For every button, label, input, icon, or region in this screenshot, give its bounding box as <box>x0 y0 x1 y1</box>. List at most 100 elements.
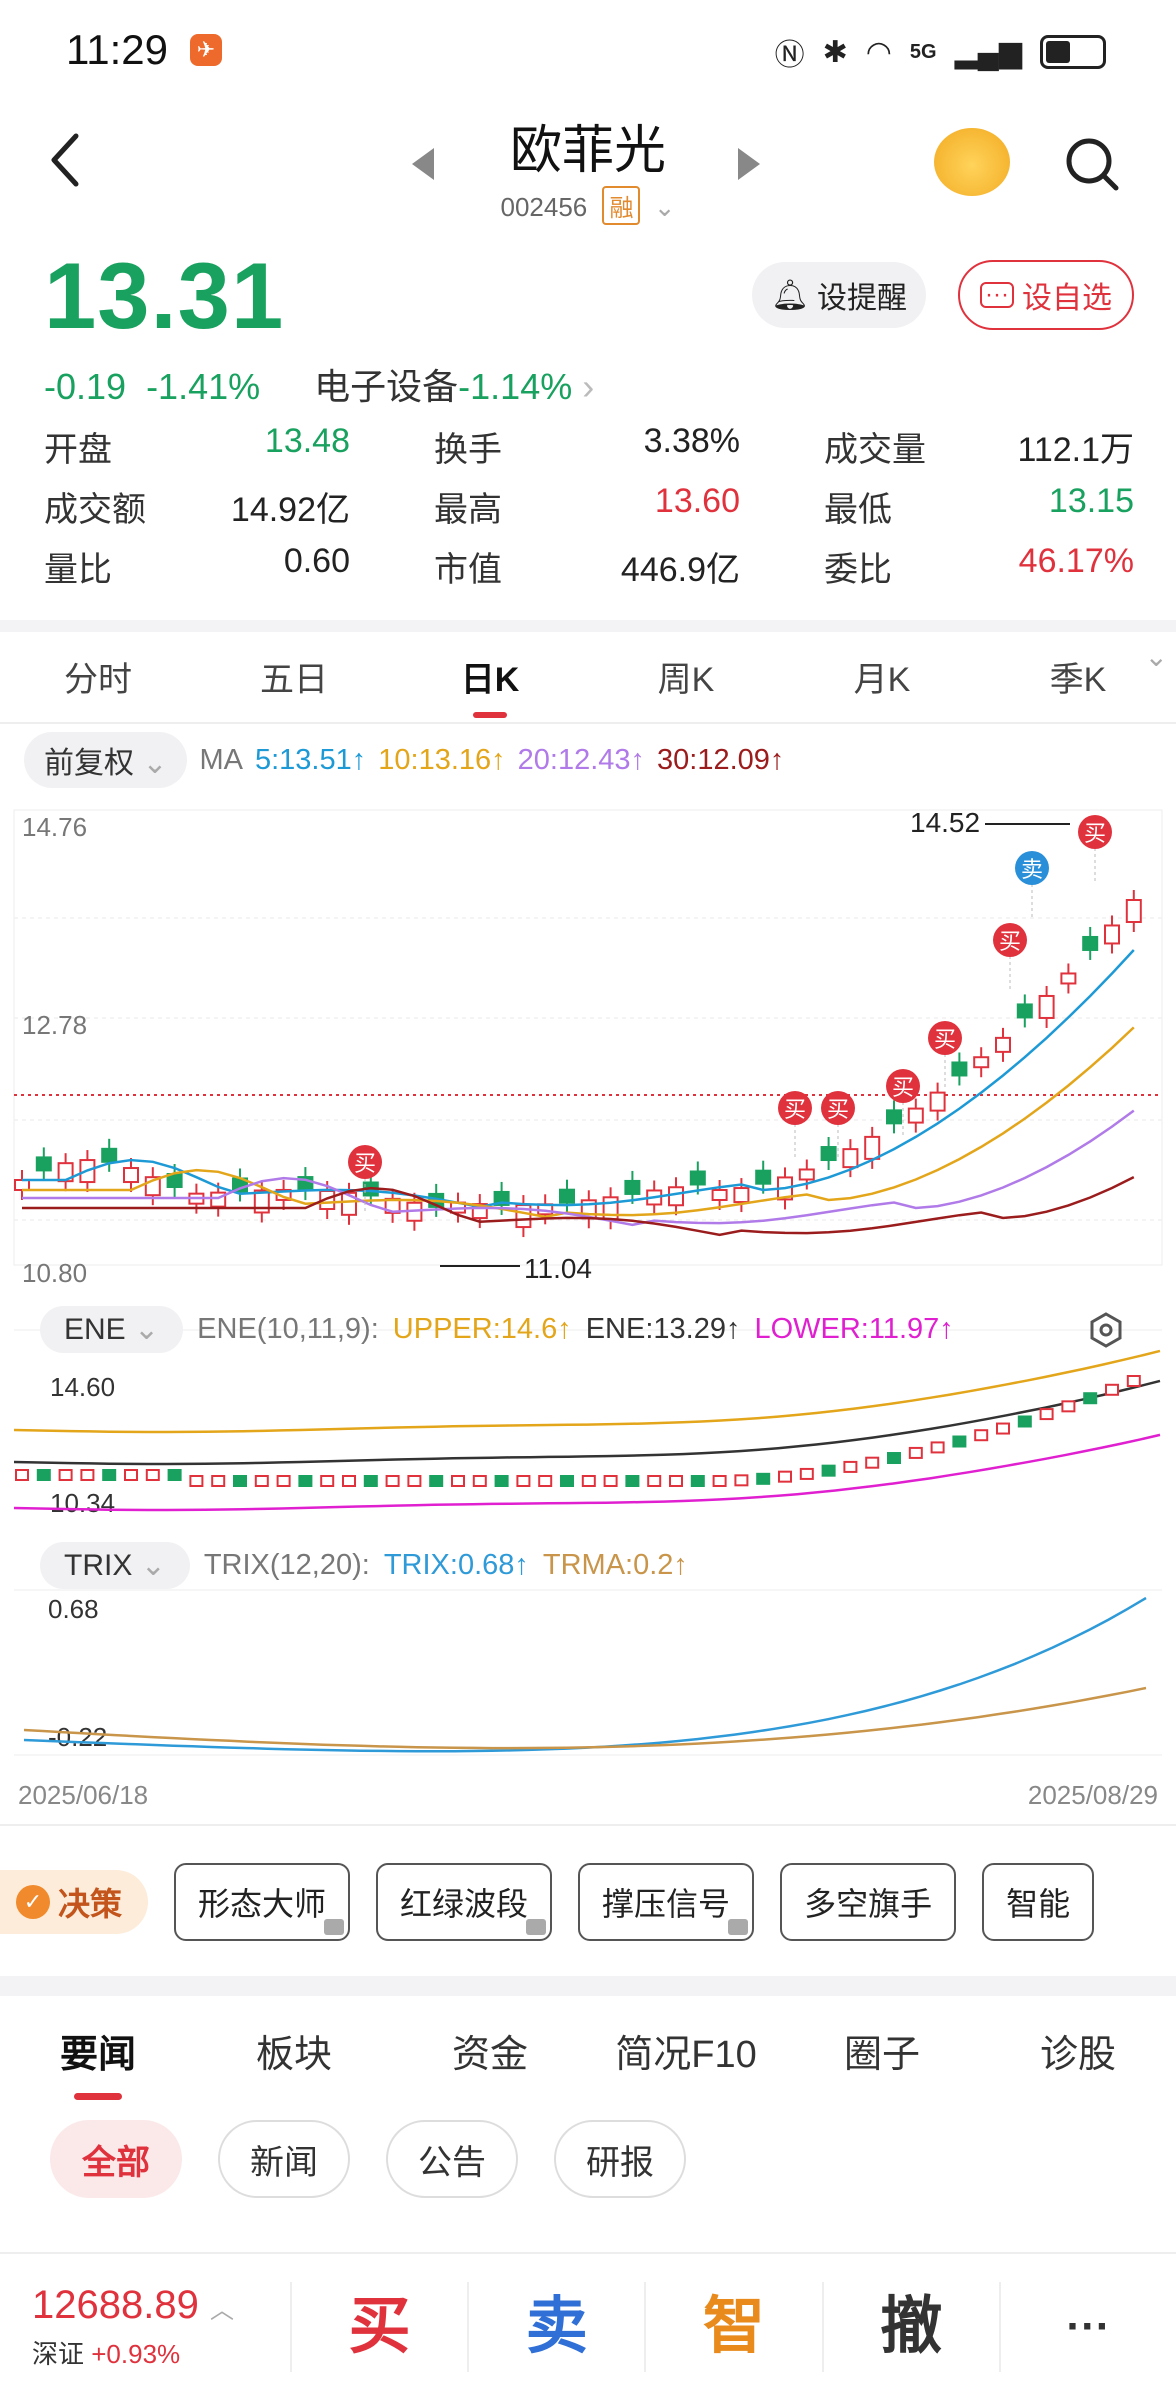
ene-upper-line <box>13 1349 1161 1434</box>
strategy-item[interactable]: 多空旗手 <box>780 1863 957 1941</box>
more-button[interactable]: ··· <box>998 2282 1176 2372</box>
buy-marker: 买 <box>827 1098 849 1123</box>
ene-candle <box>647 1475 662 1487</box>
trix-selector[interactable]: TRIX ⌄ <box>40 1541 190 1589</box>
settings-icon[interactable] <box>1088 1312 1124 1348</box>
strategy-row: ✓ 决策 形态大师 红绿波段 撑压信号 多空旗手 智能 <box>0 1862 1176 1942</box>
news-tab[interactable]: 板块 <box>255 2034 332 2076</box>
stat-value: 46.17% <box>1018 541 1134 580</box>
ene-candle <box>1105 1383 1119 1396</box>
period-tab[interactable]: 分时 <box>64 661 132 699</box>
ene-lower-line <box>13 1433 1161 1512</box>
chevron-down-icon[interactable]: ⌄ <box>653 192 676 222</box>
news-tab[interactable]: 要闻 <box>0 2010 196 2100</box>
stat-cell: 成交额 14.92亿 <box>44 482 434 531</box>
ene-axis-bottom: 10.34 <box>50 1488 115 1518</box>
ene-params: ENE(10,11,9): <box>197 1312 379 1345</box>
index-ticker[interactable]: 12688.89 ︿ 深证 +0.93% <box>0 2283 290 2371</box>
ene-candle <box>560 1475 574 1487</box>
candle-body <box>123 1167 139 1184</box>
trix-legend: TRIX ⌄ TRIX(12,20): TRIX:0.68↑ TRMA:0.2↑ <box>40 1538 688 1592</box>
candle-body <box>907 1107 924 1124</box>
strategy-item[interactable]: 智能 <box>982 1863 1095 1941</box>
strategy-item[interactable]: 撑压信号 <box>578 1863 755 1941</box>
news-tab[interactable]: 简况F10 <box>615 2034 757 2076</box>
ma5-line <box>22 949 1135 1209</box>
ene-candle <box>603 1475 618 1487</box>
ene-selector[interactable]: ENE ⌄ <box>40 1305 184 1353</box>
ene-lower: LOWER:11.97↑ <box>754 1312 954 1345</box>
candle-body <box>995 1036 1011 1053</box>
mascot-icon[interactable] <box>934 128 1010 196</box>
buy-button[interactable]: 买 <box>290 2282 467 2372</box>
news-tab[interactable]: 圈子 <box>843 2034 920 2076</box>
stat-label: 市值 <box>434 550 502 589</box>
period-tab[interactable]: 季K <box>1049 661 1107 699</box>
buy-marker-circle <box>993 923 1027 957</box>
stat-cell: 量比 0.60 <box>44 542 434 591</box>
news-filter-chip[interactable]: 公告 <box>386 2120 518 2198</box>
ene-candle <box>952 1435 967 1448</box>
news-filter-chip[interactable]: 研报 <box>554 2120 686 2198</box>
news-tab[interactable]: 诊股 <box>1039 2034 1116 2076</box>
ene-candle <box>320 1475 335 1487</box>
period-tab[interactable]: 周K <box>657 661 715 699</box>
add-watchlist-button[interactable]: ··· 设自选 <box>958 260 1134 330</box>
stat-value: 13.48 <box>264 421 350 460</box>
trma-line <box>23 1686 1147 1750</box>
stat-cell: 最高 13.60 <box>434 482 824 531</box>
trix-value: TRIX:0.68↑ <box>383 1548 529 1581</box>
chart-frame <box>13 809 1163 1266</box>
buy-marker-circle <box>928 1021 962 1055</box>
ene-candle <box>581 1475 596 1487</box>
sector-link[interactable]: 电子设备-1.14% › <box>314 366 595 407</box>
candle-body <box>733 1187 750 1204</box>
stat-label: 最低 <box>824 490 892 529</box>
nfc-icon: Ⓝ <box>774 39 805 72</box>
period-tab[interactable]: 日K <box>392 640 588 720</box>
ene-candle <box>385 1475 400 1487</box>
strategy-item[interactable]: 红绿波段 <box>376 1863 553 1941</box>
ma10-line <box>22 1026 1135 1219</box>
bell-icon: 🔔︎ <box>770 278 810 312</box>
buy-marker-circle <box>1078 815 1112 849</box>
trix-line <box>23 1596 1147 1753</box>
ene-candle <box>36 1469 51 1481</box>
news-tabs: 要闻 板块 资金 简况F10 圈子 诊股 <box>0 2010 1176 2100</box>
stat-label: 成交量 <box>824 430 926 469</box>
ene-candle <box>1083 1392 1098 1405</box>
strategy-item[interactable]: 形态大师 <box>174 1863 351 1941</box>
divider <box>0 722 1176 724</box>
period-tab[interactable]: 月K <box>853 661 911 699</box>
ene-candle <box>930 1441 945 1454</box>
candle-body <box>864 1135 881 1160</box>
ene-candle <box>865 1456 880 1469</box>
smart-button[interactable]: 智 <box>644 2282 821 2372</box>
cancel-order-button[interactable]: 撤 <box>821 2282 999 2372</box>
period-tab[interactable]: 五日 <box>260 661 328 699</box>
news-tab[interactable]: 资金 <box>451 2034 528 2076</box>
back-icon[interactable] <box>44 130 88 190</box>
candle-body <box>1060 972 1077 985</box>
ene-legend: ENE ⌄ ENE(10,11,9): UPPER:14.6↑ ENE:13.2… <box>40 1302 954 1356</box>
sell-button[interactable]: 卖 <box>467 2282 644 2372</box>
date-end: 2025/08/29 <box>1027 1780 1158 1810</box>
ene-mid: ENE:13.29↑ <box>585 1312 741 1345</box>
next-stock-icon[interactable] <box>738 148 760 180</box>
set-alert-button[interactable]: 🔔︎ 设提醒 <box>752 262 926 328</box>
buy-marker: 买 <box>784 1098 806 1123</box>
news-filter-chip[interactable]: 新闻 <box>218 2120 350 2198</box>
adjust-selector[interactable]: 前复权 ⌄ <box>24 732 188 788</box>
stat-cell: 最低 13.15 <box>824 482 1134 531</box>
news-filters: 全部 新闻 公告 研报 <box>50 2120 686 2198</box>
strategy-badge[interactable]: ✓ 决策 <box>0 1870 149 1934</box>
lock-icon <box>324 1919 345 1935</box>
news-filter-chip[interactable]: 全部 <box>50 2120 182 2198</box>
previous-stock-icon[interactable] <box>412 148 434 180</box>
trix-axis-top: 0.68 <box>48 1594 99 1624</box>
current-price: 13.31 <box>44 243 285 348</box>
search-icon[interactable] <box>1064 136 1120 192</box>
ene-candle <box>145 1469 160 1481</box>
ene-candle <box>669 1475 683 1487</box>
